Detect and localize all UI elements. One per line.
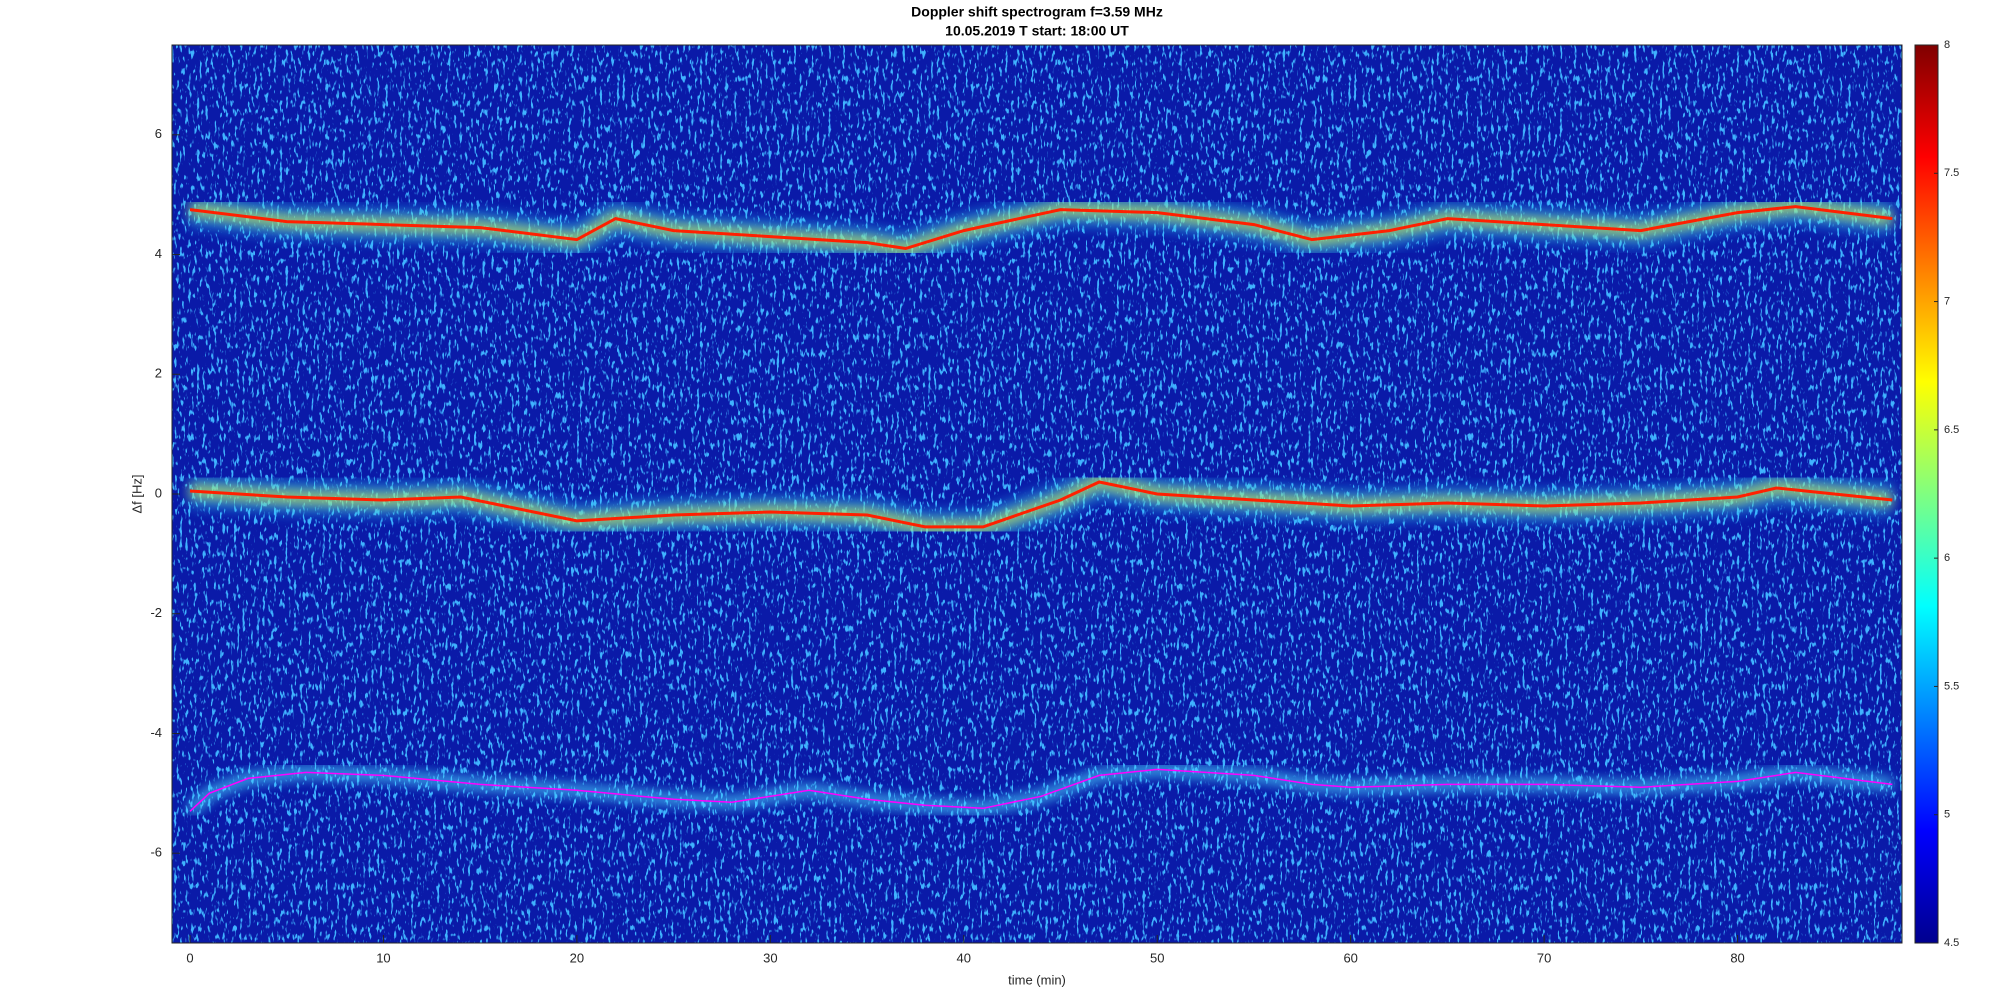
x-tick-label: 70 xyxy=(1537,950,1551,965)
x-tick-label: 30 xyxy=(763,950,777,965)
trace-line xyxy=(189,768,1893,812)
colorbar-tick-label: 6.5 xyxy=(1944,424,1959,436)
colorbar-tick-label: 5.5 xyxy=(1944,680,1959,692)
trace-line xyxy=(189,205,1893,251)
x-tick-label: 0 xyxy=(186,950,193,965)
y-axis-label: Δf [Hz] xyxy=(129,474,144,513)
x-axis-label: time (min) xyxy=(1008,972,1066,987)
x-tick-label: 60 xyxy=(1343,950,1357,965)
y-tick-label: 6 xyxy=(155,126,162,141)
y-tick-label: 2 xyxy=(155,366,162,381)
x-tick-label: 40 xyxy=(957,950,971,965)
colorbar-tick-label: 8 xyxy=(1944,39,1950,51)
x-tick-label: 20 xyxy=(570,950,584,965)
y-tick-label: -6 xyxy=(150,845,162,860)
trace-line xyxy=(189,480,1893,529)
colorbar-tick-label: 5 xyxy=(1944,809,1950,821)
chart-title: Doppler shift spectrogram f=3.59 MHz xyxy=(911,4,1163,20)
colorbar-tick-label: 6 xyxy=(1944,552,1950,564)
x-tick-label: 10 xyxy=(376,950,390,965)
colorbar-tick-label: 7 xyxy=(1944,295,1950,307)
y-tick-label: -2 xyxy=(150,605,162,620)
x-tick-label: 80 xyxy=(1730,950,1744,965)
y-tick-label: 0 xyxy=(155,485,162,500)
y-tick-label: -4 xyxy=(150,725,162,740)
x-tick-label: 50 xyxy=(1150,950,1164,965)
y-tick-label: 4 xyxy=(155,246,162,261)
colorbar-tick-label: 7.5 xyxy=(1944,167,1959,179)
colorbar xyxy=(1914,44,1939,944)
chart-subtitle: 10.05.2019 T start: 18:00 UT xyxy=(945,23,1129,39)
colorbar-tick-label: 4.5 xyxy=(1944,937,1959,949)
